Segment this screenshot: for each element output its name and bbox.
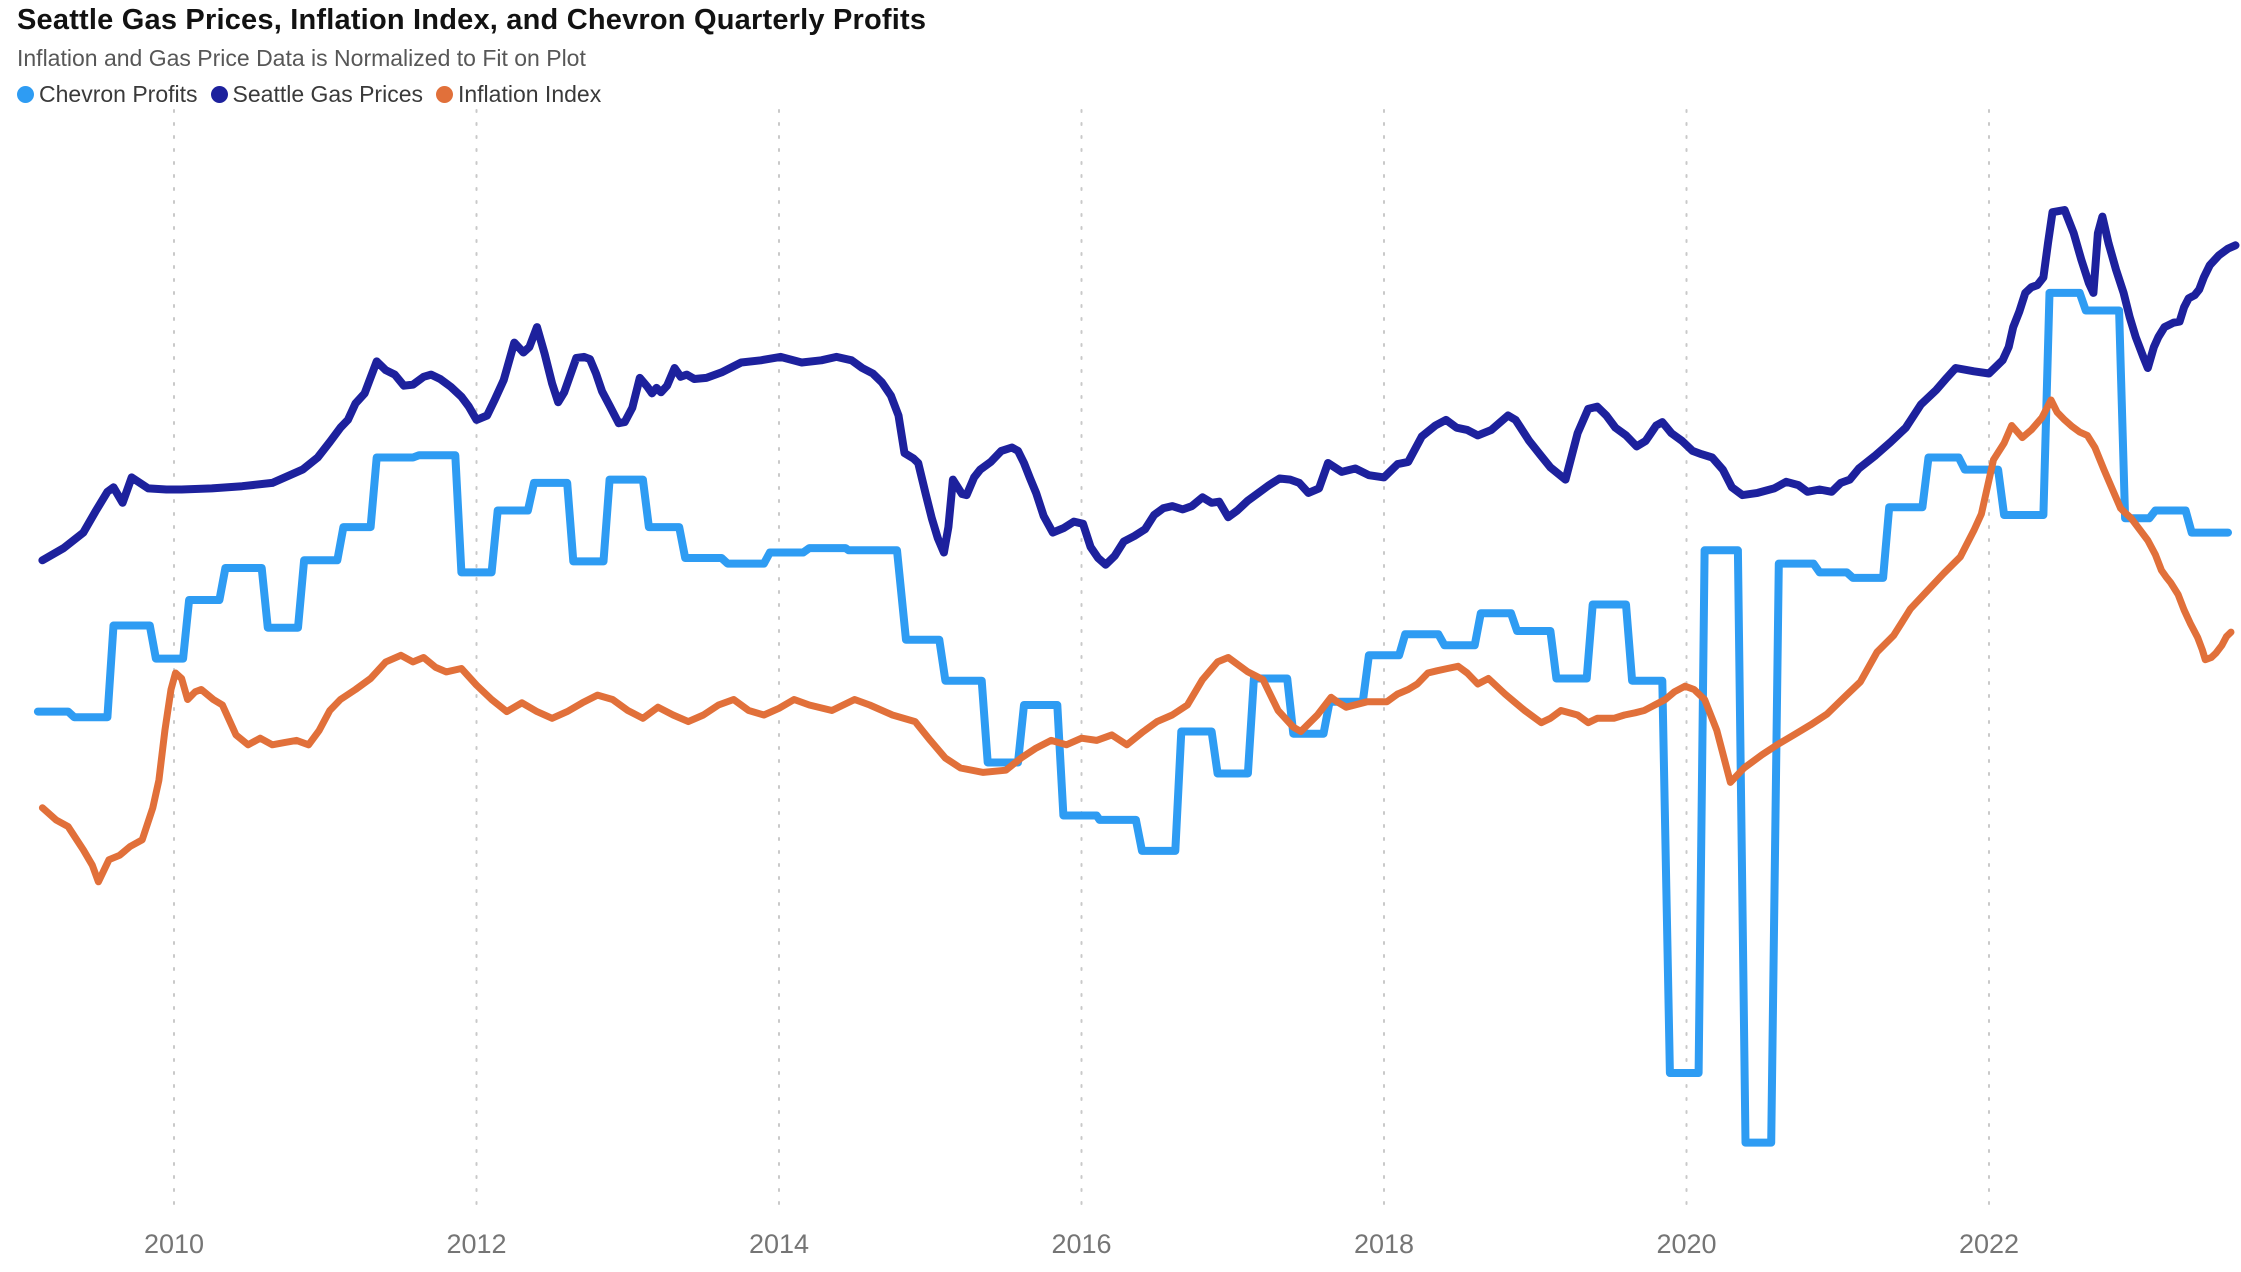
x-axis-tick-2022: 2022: [1959, 1229, 2019, 1259]
series-line-chevron-profits[interactable]: [33, 288, 2232, 1147]
x-axis-tick-2010: 2010: [144, 1229, 204, 1259]
legend-item-seattle-gas-prices[interactable]: Seattle Gas Prices: [210, 81, 423, 108]
chart-subtitle: Inflation and Gas Price Data is Normaliz…: [17, 45, 586, 71]
legend-item-inflation-index[interactable]: Inflation Index: [435, 81, 602, 108]
legend-item-label: Seattle Gas Prices: [232, 81, 423, 107]
x-axis-tick-2018: 2018: [1354, 1229, 1414, 1259]
legend-item-chevron-profits[interactable]: Chevron Profits: [17, 81, 198, 108]
legend-item-label: Chevron Profits: [39, 81, 198, 107]
legend-dot-icon: [435, 86, 453, 103]
x-axis-tick-2020: 2020: [1656, 1229, 1716, 1259]
legend-dot-icon: [210, 86, 228, 103]
legend-item-label: Inflation Index: [457, 81, 602, 107]
series-line-inflation-index[interactable]: [38, 396, 2235, 886]
x-axis-tick-2014: 2014: [749, 1229, 809, 1259]
x-axis-tick-2016: 2016: [1051, 1229, 1111, 1259]
x-axis-tick-2012: 2012: [446, 1229, 506, 1259]
chart-header: Seattle Gas Prices, Inflation Index, and…: [17, 0, 926, 74]
legend: Chevron Profits Seattle Gas Prices Inflati…: [17, 81, 614, 108]
chart-title: Seattle Gas Prices, Inflation Index, and…: [17, 4, 927, 36]
legend-dot-icon: [17, 86, 34, 103]
series-line-seattle-gas-prices[interactable]: [38, 206, 2240, 569]
